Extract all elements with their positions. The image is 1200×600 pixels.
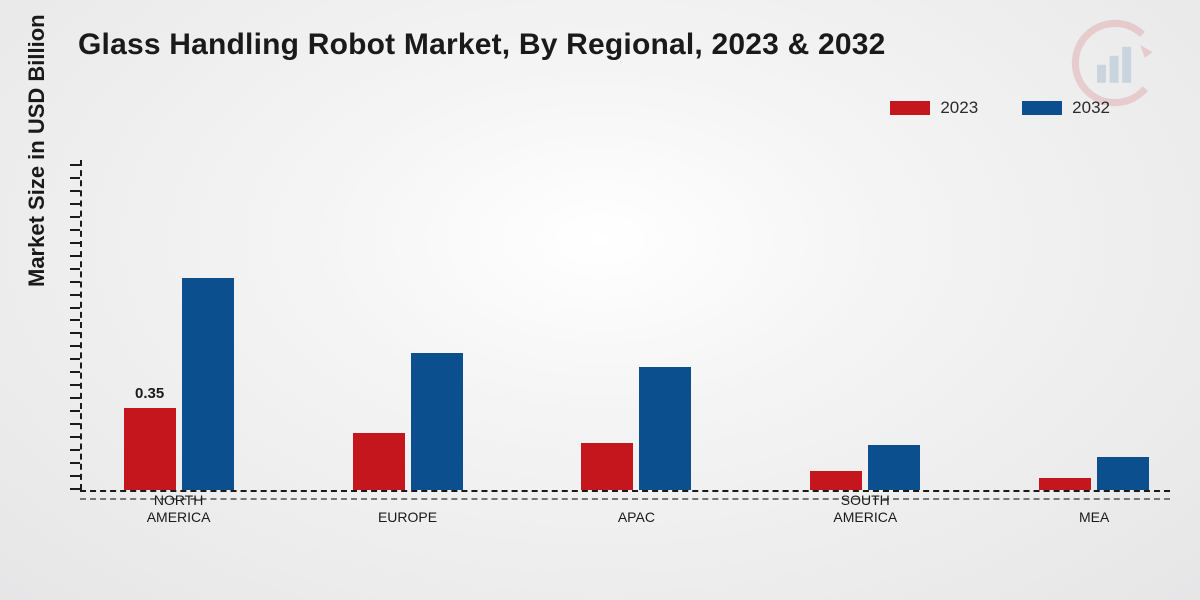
chart-legend: 2023 2032 xyxy=(890,98,1110,118)
legend-label-2023: 2023 xyxy=(940,98,978,118)
y-tick xyxy=(70,203,80,205)
category-label: EUROPE xyxy=(338,509,478,526)
y-tick xyxy=(70,281,80,283)
bar xyxy=(810,471,862,490)
y-tick xyxy=(70,255,80,257)
y-tick xyxy=(70,423,80,425)
bar-group xyxy=(581,367,691,490)
category-label: SOUTHAMERICA xyxy=(795,492,935,526)
bar xyxy=(182,278,234,490)
watermark-logo-icon xyxy=(1070,18,1160,108)
bar xyxy=(353,433,405,490)
y-tick xyxy=(70,475,80,477)
y-tick xyxy=(70,345,80,347)
y-axis-ticks xyxy=(70,160,80,490)
legend-label-2032: 2032 xyxy=(1072,98,1110,118)
bar xyxy=(581,443,633,490)
y-tick xyxy=(70,190,80,192)
y-tick xyxy=(70,216,80,218)
y-tick xyxy=(70,307,80,309)
bar xyxy=(1039,478,1091,490)
legend-swatch-2023 xyxy=(890,101,930,115)
bar xyxy=(639,367,691,490)
y-tick xyxy=(70,462,80,464)
bar xyxy=(411,353,463,490)
y-tick xyxy=(70,449,80,451)
y-tick xyxy=(70,410,80,412)
y-tick xyxy=(70,229,80,231)
bar-group xyxy=(810,445,920,490)
legend-item-2032: 2032 xyxy=(1022,98,1110,118)
bar xyxy=(1097,457,1149,490)
y-axis-label: Market Size in USD Billion xyxy=(24,14,50,287)
legend-item-2023: 2023 xyxy=(890,98,978,118)
y-tick xyxy=(70,268,80,270)
bar xyxy=(124,408,176,491)
y-tick xyxy=(70,397,80,399)
y-tick xyxy=(70,371,80,373)
y-tick xyxy=(70,332,80,334)
plot-area: NORTHAMERICA EUROPE APAC SOUTHAMERICA MEA 0.… xyxy=(80,160,1170,540)
legend-swatch-2032 xyxy=(1022,101,1062,115)
y-axis-line xyxy=(80,160,82,490)
bar-group xyxy=(1039,457,1149,490)
y-tick xyxy=(70,436,80,438)
y-tick xyxy=(70,294,80,296)
bar-group xyxy=(353,353,463,490)
y-tick xyxy=(70,319,80,321)
y-tick xyxy=(70,177,80,179)
category-label: APAC xyxy=(566,509,706,526)
y-tick xyxy=(70,358,80,360)
y-tick xyxy=(70,384,80,386)
y-tick xyxy=(70,242,80,244)
category-label: MEA xyxy=(1024,509,1164,526)
bar xyxy=(868,445,920,490)
category-label: NORTHAMERICA xyxy=(109,492,249,526)
chart-title: Glass Handling Robot Market, By Regional… xyxy=(78,28,886,62)
y-tick xyxy=(70,164,80,166)
bar-value-label: 0.35 xyxy=(135,385,164,402)
y-tick xyxy=(70,488,80,490)
chart-canvas: Glass Handling Robot Market, By Regional… xyxy=(0,0,1200,600)
